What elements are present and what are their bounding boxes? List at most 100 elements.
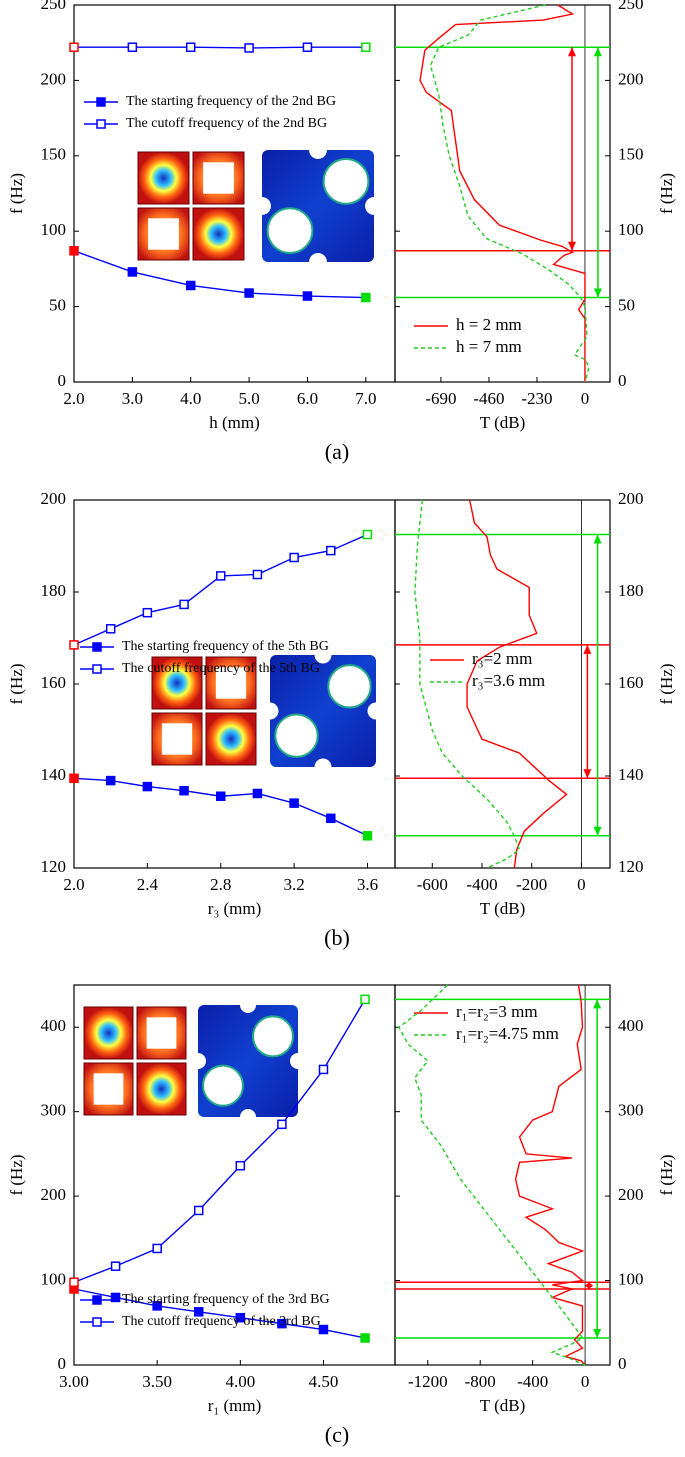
legend-label: h = 7 mm: [456, 337, 522, 356]
legend-label: The starting frequency of the 3rd BG: [122, 1292, 330, 1307]
legend-label: r₃=3.6 mm: [472, 671, 545, 690]
y-tick-label: 200: [41, 69, 67, 88]
arrow-head: [585, 1282, 594, 1286]
data-point: [252, 569, 263, 580]
x-tick-label: -1200: [408, 1372, 448, 1391]
inset-notch: [190, 1053, 206, 1069]
y-tick-label: 300: [618, 1101, 644, 1120]
y-tick-label: 0: [58, 371, 67, 390]
data-point: [235, 1160, 246, 1171]
series-line: [73, 998, 366, 1283]
inset-notch: [309, 253, 327, 271]
inset-notch: [309, 141, 327, 159]
inset-notch: [261, 702, 279, 720]
band-arrow: [568, 47, 577, 251]
inset-cell: [192, 207, 245, 261]
legend-label: r₁=r₂=4.75 mm: [456, 1024, 559, 1043]
band-arrow: [583, 644, 592, 779]
data-point: [361, 42, 371, 52]
data-point: [362, 831, 373, 841]
y-tick-label: 0: [618, 371, 627, 390]
x-tick-label: -400: [517, 1372, 548, 1391]
y-tick-label: 100: [41, 220, 67, 239]
inset-notch: [240, 997, 256, 1013]
y-tick-label: 50: [49, 296, 66, 315]
x-tick-label: 4.0: [180, 389, 201, 408]
data-point: [235, 1312, 246, 1323]
data-point: [277, 1318, 287, 1329]
x-tick-label: 3.2: [283, 875, 304, 894]
panel-caption: (a): [325, 439, 349, 464]
inset-notch: [253, 197, 271, 215]
data-point: [244, 43, 254, 53]
x-tick-label: 7.0: [355, 389, 376, 408]
series-line: [73, 777, 368, 837]
data-point: [142, 781, 153, 792]
inset-notch: [314, 758, 332, 776]
data-point: [127, 42, 138, 52]
legend-marker: [92, 642, 102, 652]
series-line: [414, 499, 521, 869]
inset-notch: [314, 646, 332, 664]
legend-marker: [96, 97, 106, 107]
series-line: [429, 4, 590, 383]
data-point: [302, 42, 313, 52]
inset-hole: [327, 664, 372, 709]
inset-hole: [203, 162, 234, 194]
y-tick-label: 100: [618, 220, 644, 239]
y-tick-label: 140: [618, 765, 644, 784]
x-tick-label: -230: [521, 389, 552, 408]
y-tick-label: 150: [618, 145, 644, 164]
x-axis-label: T (dB): [480, 1396, 526, 1415]
data-point: [244, 288, 254, 298]
legend-label: The starting frequency of the 2nd BG: [126, 94, 336, 109]
x-tick-label: 6.0: [297, 389, 318, 408]
series-line: [73, 1288, 366, 1339]
data-point: [69, 246, 79, 256]
band-arrow: [585, 1282, 594, 1289]
x-tick-label: 2.4: [137, 875, 159, 894]
series-line: [73, 250, 366, 299]
data-point: [179, 785, 189, 796]
data-point: [326, 545, 336, 556]
y-axis-label: f (Hz): [657, 173, 676, 214]
y-tick-label: 100: [618, 1269, 644, 1288]
legend-label: The starting frequency of the 5th BG: [122, 639, 329, 654]
x-axis-label: T (dB): [480, 413, 526, 432]
x-tick-label: 4.50: [309, 1372, 339, 1391]
y-tick-label: 150: [41, 145, 67, 164]
inset-cell: [83, 1006, 134, 1060]
data-point: [193, 1307, 204, 1317]
series-line: [419, 4, 586, 382]
arrow-head: [583, 769, 592, 779]
data-point: [127, 267, 138, 277]
data-point: [105, 624, 116, 634]
arrow-head: [583, 644, 592, 654]
band-arrow: [593, 534, 602, 836]
legend-marker: [92, 664, 102, 674]
x-tick-label: 3.6: [357, 875, 378, 894]
y-tick-label: 100: [41, 1269, 67, 1288]
series-line: [466, 499, 568, 869]
plot-frame: [394, 984, 611, 1366]
series-line: [398, 984, 586, 1366]
y-tick-label: 200: [618, 1185, 644, 1204]
legend-label: The cutoff frequency of the 3rd BG: [122, 1314, 321, 1329]
data-point: [318, 1324, 329, 1335]
data-point: [360, 994, 370, 1005]
x-tick-label: 3.00: [59, 1372, 89, 1391]
legend-label: h = 2 mm: [456, 315, 522, 334]
y-tick-label: 160: [41, 673, 67, 692]
plot-frame: [394, 4, 611, 383]
y-axis-label: f (Hz): [657, 1154, 676, 1195]
arrow-head: [585, 1285, 594, 1289]
x-tick-label: 2.8: [210, 875, 231, 894]
y-axis-label: f (Hz): [7, 663, 26, 704]
legend-label: The cutoff frequency of the 5th BG: [122, 661, 320, 676]
inset-hole: [161, 723, 193, 755]
x-tick-label: -690: [425, 389, 456, 408]
inset-hole: [93, 1073, 124, 1105]
inset-hole: [322, 157, 370, 205]
y-tick-label: 250: [618, 0, 644, 13]
